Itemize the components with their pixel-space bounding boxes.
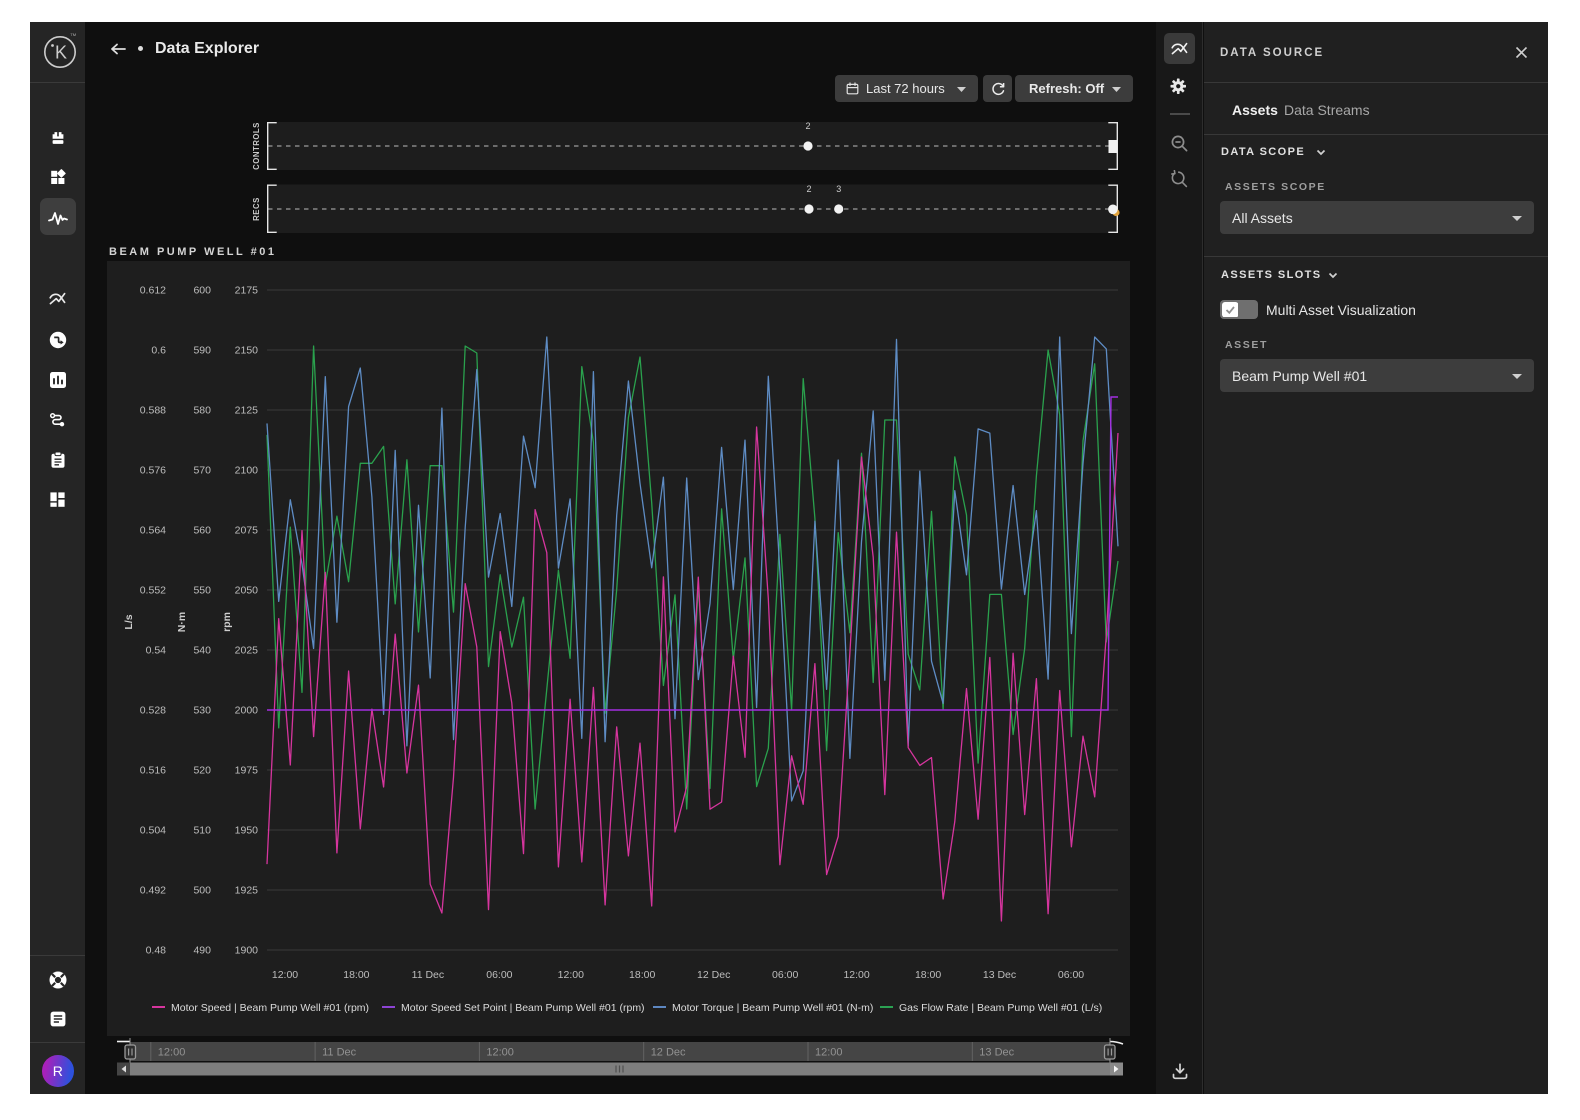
svg-text:0.564: 0.564 xyxy=(140,525,166,537)
svg-text:0.528: 0.528 xyxy=(140,705,166,717)
svg-text:2100: 2100 xyxy=(235,465,259,477)
svg-text:0.504: 0.504 xyxy=(140,825,166,837)
svg-text:2150: 2150 xyxy=(235,345,259,357)
svg-text:RECS: RECS xyxy=(252,197,261,221)
svg-text:rpm: rpm xyxy=(221,612,233,632)
svg-text:Motor Speed Set Point | Beam P: Motor Speed Set Point | Beam Pump Well #… xyxy=(401,1002,645,1014)
svg-text:570: 570 xyxy=(193,465,211,477)
svg-text:Gas Flow Rate | Beam Pump Well: Gas Flow Rate | Beam Pump Well #01 (L/s) xyxy=(899,1002,1102,1014)
svg-text:2000: 2000 xyxy=(235,705,259,717)
svg-text:18:00: 18:00 xyxy=(343,969,369,981)
svg-text:0.54: 0.54 xyxy=(146,645,167,657)
svg-text:0.6: 0.6 xyxy=(151,345,166,357)
svg-text:™: ™ xyxy=(70,33,77,40)
svg-text:510: 510 xyxy=(193,825,211,837)
svg-text:1950: 1950 xyxy=(235,825,259,837)
svg-text:13 Dec: 13 Dec xyxy=(983,969,1016,981)
svg-text:2075: 2075 xyxy=(235,525,259,537)
svg-text:11 Dec: 11 Dec xyxy=(412,969,445,981)
svg-text:0.48: 0.48 xyxy=(146,945,167,957)
svg-text:18:00: 18:00 xyxy=(915,969,941,981)
svg-text:540: 540 xyxy=(193,645,211,657)
svg-text:N·m: N·m xyxy=(176,612,188,632)
svg-text:3: 3 xyxy=(836,184,841,194)
svg-text:06:00: 06:00 xyxy=(1058,969,1084,981)
svg-text:580: 580 xyxy=(193,405,211,417)
svg-text:590: 590 xyxy=(193,345,211,357)
svg-text:12:00: 12:00 xyxy=(158,1047,186,1059)
svg-text:490: 490 xyxy=(193,945,211,957)
svg-text:520: 520 xyxy=(193,765,211,777)
svg-text:18:00: 18:00 xyxy=(629,969,655,981)
svg-text:13 Dec: 13 Dec xyxy=(979,1047,1014,1059)
svg-text:0.492: 0.492 xyxy=(140,885,166,897)
svg-text:2050: 2050 xyxy=(235,585,259,597)
svg-text:K: K xyxy=(55,43,67,63)
svg-text:0.516: 0.516 xyxy=(140,765,166,777)
svg-text:1900: 1900 xyxy=(235,945,259,957)
svg-text:12 Dec: 12 Dec xyxy=(651,1047,686,1059)
svg-text:11 Dec: 11 Dec xyxy=(322,1047,357,1059)
svg-text:600: 600 xyxy=(193,285,211,297)
svg-text:2025: 2025 xyxy=(235,645,259,657)
svg-text:1925: 1925 xyxy=(235,885,259,897)
svg-text:Motor Speed | Beam Pump Well #: Motor Speed | Beam Pump Well #01 (rpm) xyxy=(171,1002,369,1014)
svg-text:12:00: 12:00 xyxy=(272,969,298,981)
svg-text:0.576: 0.576 xyxy=(140,465,166,477)
svg-text:2: 2 xyxy=(805,122,810,131)
svg-text:CONTROLS: CONTROLS xyxy=(252,122,261,170)
svg-text:2: 2 xyxy=(806,184,811,194)
svg-text:L/s: L/s xyxy=(123,614,135,629)
svg-text:500: 500 xyxy=(193,885,211,897)
svg-text:12:00: 12:00 xyxy=(815,1047,843,1059)
svg-text:560: 560 xyxy=(193,525,211,537)
svg-text:06:00: 06:00 xyxy=(486,969,512,981)
svg-text:12 Dec: 12 Dec xyxy=(697,969,730,981)
svg-text:Motor Torque | Beam Pump Well: Motor Torque | Beam Pump Well #01 (N-m) xyxy=(672,1002,873,1014)
svg-text:12:00: 12:00 xyxy=(558,969,584,981)
svg-text:12:00: 12:00 xyxy=(843,969,869,981)
svg-text:550: 550 xyxy=(193,585,211,597)
svg-text:0.588: 0.588 xyxy=(140,405,166,417)
svg-text:2175: 2175 xyxy=(235,285,259,297)
svg-text:1975: 1975 xyxy=(235,765,259,777)
svg-text:2125: 2125 xyxy=(235,405,259,417)
svg-text:06:00: 06:00 xyxy=(772,969,798,981)
svg-text:530: 530 xyxy=(193,705,211,717)
svg-text:0.612: 0.612 xyxy=(140,285,166,297)
svg-text:0.552: 0.552 xyxy=(140,585,166,597)
svg-text:12:00: 12:00 xyxy=(486,1047,514,1059)
